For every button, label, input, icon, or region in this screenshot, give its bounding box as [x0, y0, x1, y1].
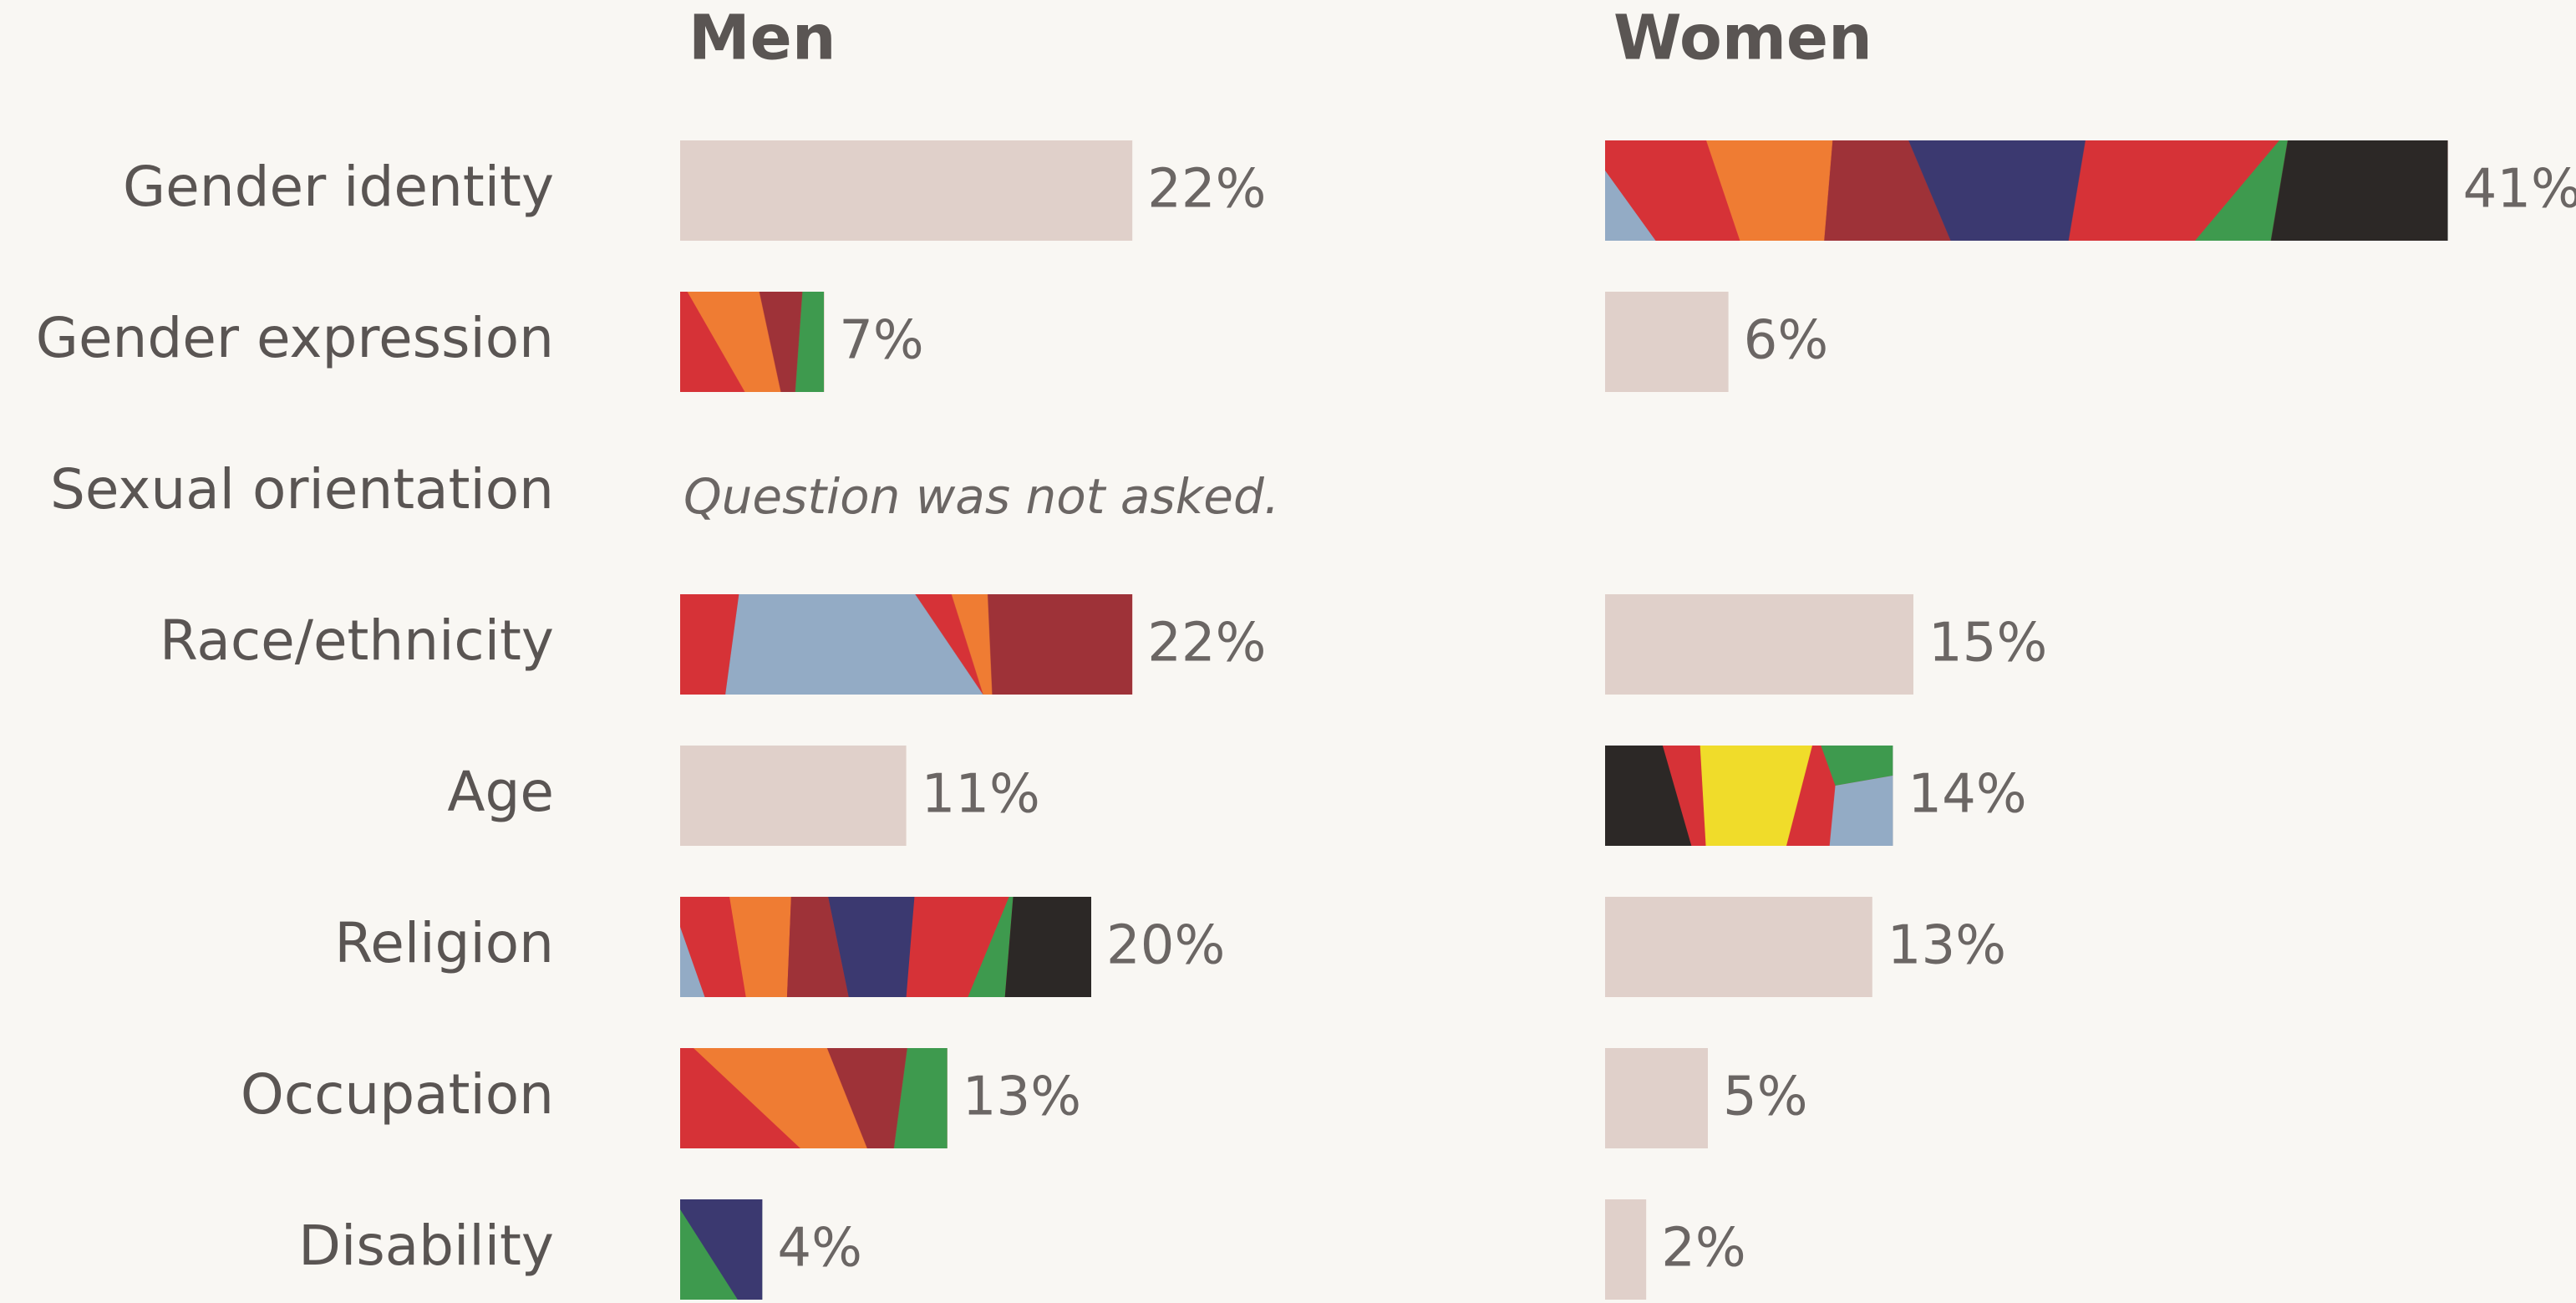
value-label: 7% — [839, 310, 924, 372]
category-label: Age — [447, 760, 554, 824]
value-label: 4% — [777, 1218, 862, 1280]
value-label: 20% — [1106, 915, 1225, 977]
value-label: 13% — [963, 1066, 1081, 1128]
bar — [680, 1199, 763, 1300]
bar — [1605, 1199, 1647, 1300]
category-label: Race/ethnicity — [160, 608, 554, 673]
category-label: Gender expression — [36, 306, 554, 370]
bar — [1605, 140, 2448, 241]
bar — [1605, 746, 1893, 846]
value-label: 14% — [1908, 764, 2026, 826]
value-label: 13% — [1888, 915, 2006, 977]
bar — [680, 292, 825, 392]
panel-title: Women — [1613, 3, 1872, 74]
category-label: Religion — [334, 911, 554, 975]
value-label: 15% — [1928, 613, 2047, 674]
bar — [680, 140, 1133, 241]
value-label: 5% — [1723, 1066, 1808, 1128]
value-label: 22% — [1147, 159, 1266, 221]
bar — [680, 746, 907, 846]
value-label: 41% — [2463, 159, 2576, 221]
bar — [1605, 897, 1872, 997]
bar — [1605, 594, 1913, 695]
value-label: 2% — [1661, 1218, 1746, 1280]
category-label: Disability — [298, 1214, 554, 1278]
annotation: Question was not asked. — [683, 468, 1279, 525]
panel-title: Men — [688, 3, 836, 74]
category-label: Gender identity — [123, 155, 554, 219]
category-label: Occupation — [241, 1062, 554, 1127]
bar — [680, 897, 1091, 997]
category-label: Sexual orientation — [50, 457, 554, 522]
bar — [680, 594, 1133, 695]
value-label: 6% — [1744, 310, 1829, 372]
bar — [680, 1048, 948, 1148]
bar — [1605, 292, 1729, 392]
value-label: 22% — [1147, 613, 1266, 674]
value-label: 11% — [922, 764, 1040, 826]
bar — [1605, 1048, 1708, 1148]
